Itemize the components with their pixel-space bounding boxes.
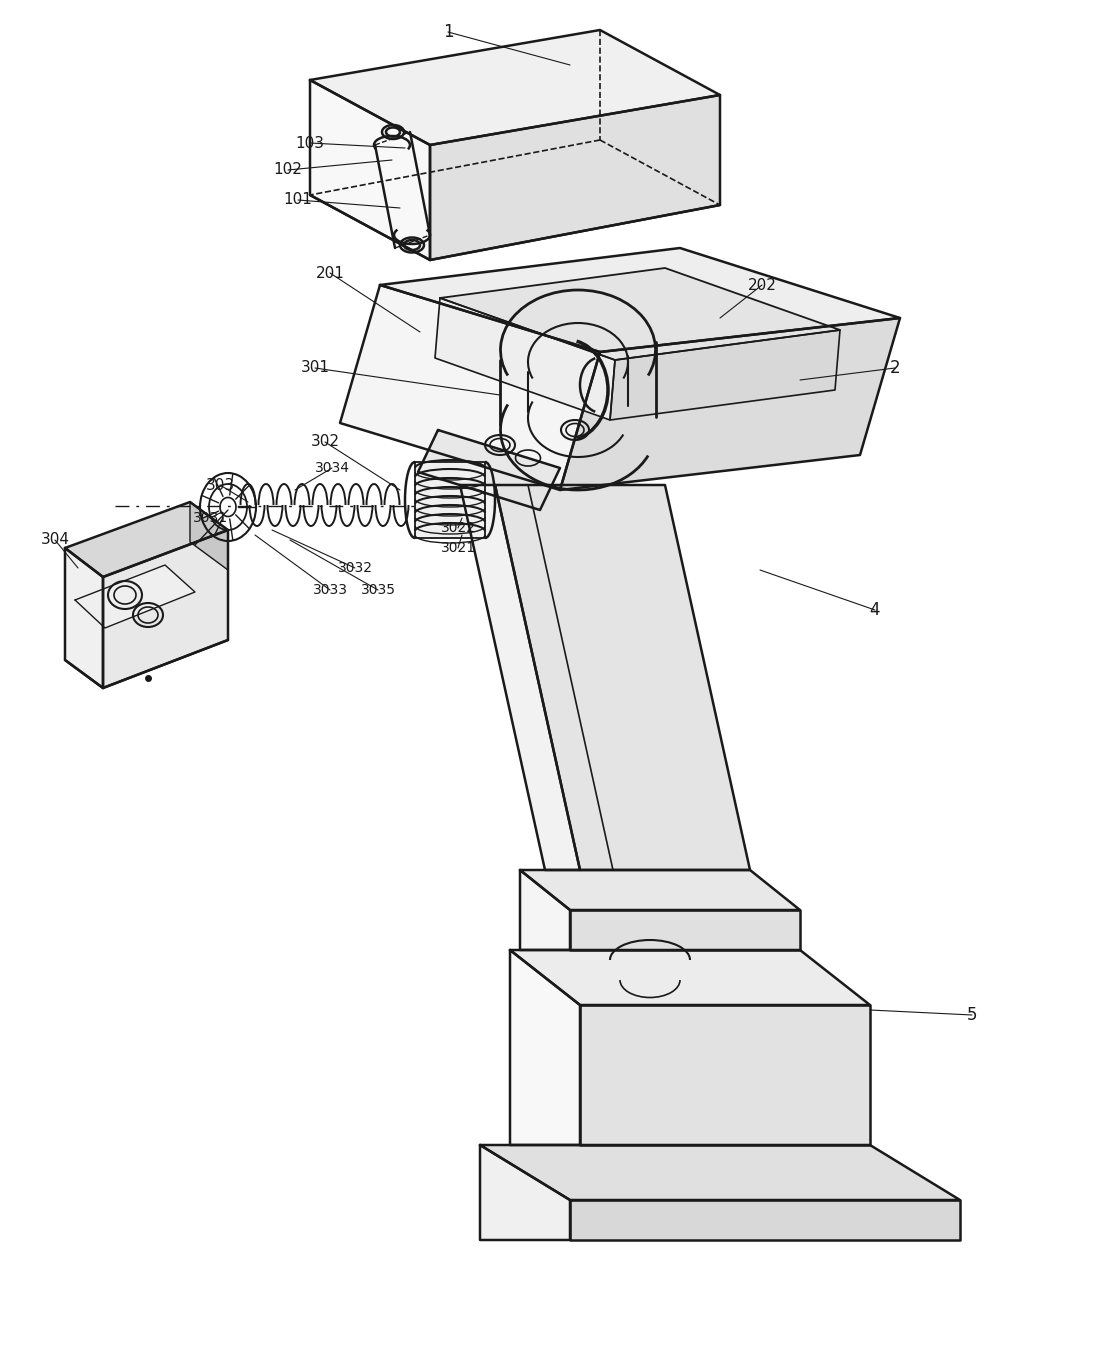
Polygon shape: [75, 566, 195, 628]
Text: 102: 102: [274, 162, 303, 177]
Polygon shape: [435, 298, 615, 419]
Text: 2: 2: [890, 359, 900, 377]
Polygon shape: [459, 484, 580, 870]
Polygon shape: [510, 950, 580, 1145]
Polygon shape: [415, 461, 485, 538]
Text: 3032: 3032: [338, 561, 372, 575]
Polygon shape: [103, 530, 228, 687]
Text: 303: 303: [206, 478, 235, 492]
Polygon shape: [418, 430, 560, 510]
Text: 302: 302: [311, 434, 340, 449]
Text: 5: 5: [967, 1007, 977, 1024]
Polygon shape: [480, 1145, 570, 1239]
Text: 301: 301: [301, 360, 330, 376]
Polygon shape: [520, 870, 800, 911]
Text: 4: 4: [870, 601, 880, 620]
Polygon shape: [190, 502, 228, 570]
Polygon shape: [440, 268, 840, 360]
Text: 3022: 3022: [440, 521, 475, 534]
Polygon shape: [430, 95, 720, 260]
Polygon shape: [340, 285, 600, 490]
Text: 103: 103: [295, 135, 324, 150]
Polygon shape: [570, 911, 800, 950]
Polygon shape: [520, 870, 570, 950]
Text: 101: 101: [284, 192, 312, 207]
Text: 3031: 3031: [192, 511, 228, 525]
Polygon shape: [610, 330, 840, 419]
Polygon shape: [570, 1200, 960, 1239]
Polygon shape: [310, 80, 430, 260]
Polygon shape: [380, 248, 900, 352]
Text: 3035: 3035: [360, 583, 396, 597]
Polygon shape: [310, 30, 720, 145]
Text: 201: 201: [315, 265, 344, 280]
Text: 304: 304: [40, 533, 69, 548]
Text: 3021: 3021: [440, 541, 475, 555]
Text: 202: 202: [748, 277, 776, 292]
Text: 1: 1: [443, 23, 453, 41]
Polygon shape: [65, 502, 228, 576]
Polygon shape: [580, 1005, 870, 1145]
Text: 3033: 3033: [313, 583, 348, 597]
Polygon shape: [495, 484, 750, 870]
Polygon shape: [510, 950, 870, 1005]
Text: 3034: 3034: [314, 461, 350, 475]
Polygon shape: [65, 548, 103, 687]
Polygon shape: [480, 1145, 960, 1200]
Polygon shape: [560, 318, 900, 490]
